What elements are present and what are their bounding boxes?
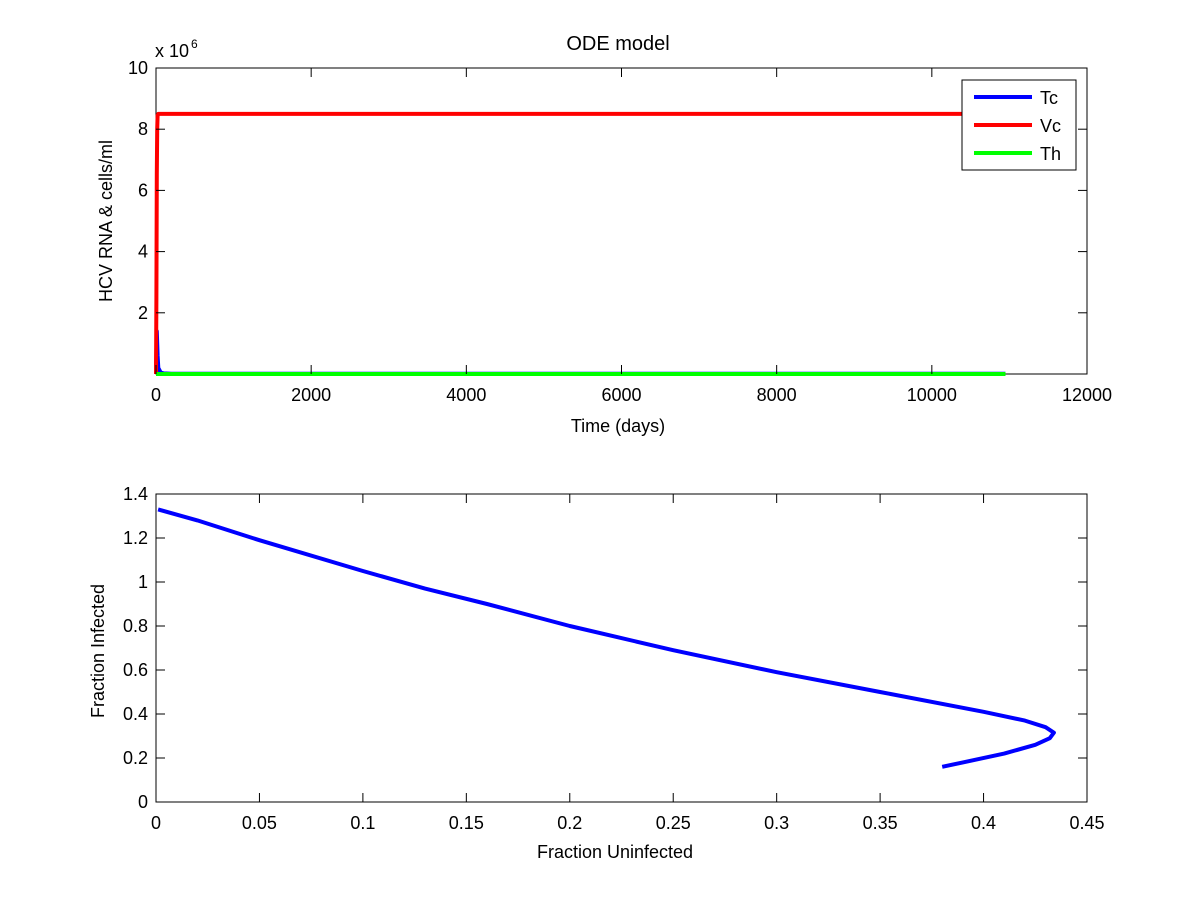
top-y-multiplier: x 10 6 [155, 37, 198, 61]
bottom-y-tick-label: 0 [138, 792, 148, 812]
top-series-line-vc [154, 111, 1006, 375]
bottom-y-tick-label: 1.4 [123, 484, 148, 504]
top-x-axis-label: Time (days) [571, 416, 665, 436]
bottom-x-tick-label: 0.05 [242, 813, 277, 833]
bottom-x-tick-label: 0.35 [863, 813, 898, 833]
bottom-y-tick-label: 0.8 [123, 616, 148, 636]
bottom-plot-area: 0 0.05 0.1 0.15 0.2 0.25 0.3 0.35 0.4 0.45 0 0.2 0.… [88, 484, 1105, 862]
bottom-series-line-0 [157, 507, 1056, 769]
bottom-x-axis-label: Fraction Uninfected [537, 842, 693, 862]
bottom-x-tick-label: 0.15 [449, 813, 484, 833]
bottom-y-tick-label: 0.4 [123, 704, 148, 724]
legend-label-vc: Vc [1040, 116, 1061, 136]
top-x-tick-label: 12000 [1062, 385, 1112, 405]
bottom-y-tick-label: 1 [138, 572, 148, 592]
top-x-tick-label: 0 [151, 385, 161, 405]
top-x-tick-label: 2000 [291, 385, 331, 405]
bottom-y-tick-label: 0.6 [123, 660, 148, 680]
top-chart-title: ODE model [566, 33, 669, 55]
bottom-y-axis-label: Fraction Infected [88, 584, 108, 718]
top-x-tick-label: 8000 [757, 385, 797, 405]
top-y-multiplier-exponent: 6 [191, 37, 198, 51]
top-axes-box [155, 67, 1088, 375]
top-plot-area: 0 2000 4000 6000 8000 10000 12000 2 4 6 8 10 ODE m… [96, 33, 1112, 436]
top-y-tick-label: 6 [138, 180, 148, 200]
bottom-x-tick-label: 0.4 [971, 813, 996, 833]
bottom-x-tick-label: 0.1 [350, 813, 375, 833]
bottom-x-tick-label: 0.3 [764, 813, 789, 833]
bottom-axes-box [155, 493, 1088, 803]
top-y-tick-label: 8 [138, 119, 148, 139]
top-y-multiplier-base: x 10 [155, 41, 189, 61]
top-y-tick-label: 4 [138, 242, 148, 262]
bottom-x-tick-label: 0.45 [1069, 813, 1104, 833]
top-y-tick-label: 2 [138, 303, 148, 323]
bottom-x-tick-label: 0.25 [656, 813, 691, 833]
top-y-axis-label: HCV RNA & cells/ml [96, 140, 116, 302]
legend-label-th: Th [1040, 144, 1061, 164]
bottom-x-tick-label: 0 [151, 813, 161, 833]
bottom-y-tick-label: 1.2 [123, 528, 148, 548]
top-x-tick-label: 10000 [907, 385, 957, 405]
legend: Tc Vc Th [961, 79, 1077, 171]
legend-label-tc: Tc [1040, 88, 1058, 108]
top-x-tick-label: 4000 [446, 385, 486, 405]
top-y-tick-label: 10 [128, 58, 148, 78]
bottom-x-tick-label: 0.2 [557, 813, 582, 833]
bottom-y-tick-label: 0.2 [123, 748, 148, 768]
top-x-tick-label: 6000 [601, 385, 641, 405]
